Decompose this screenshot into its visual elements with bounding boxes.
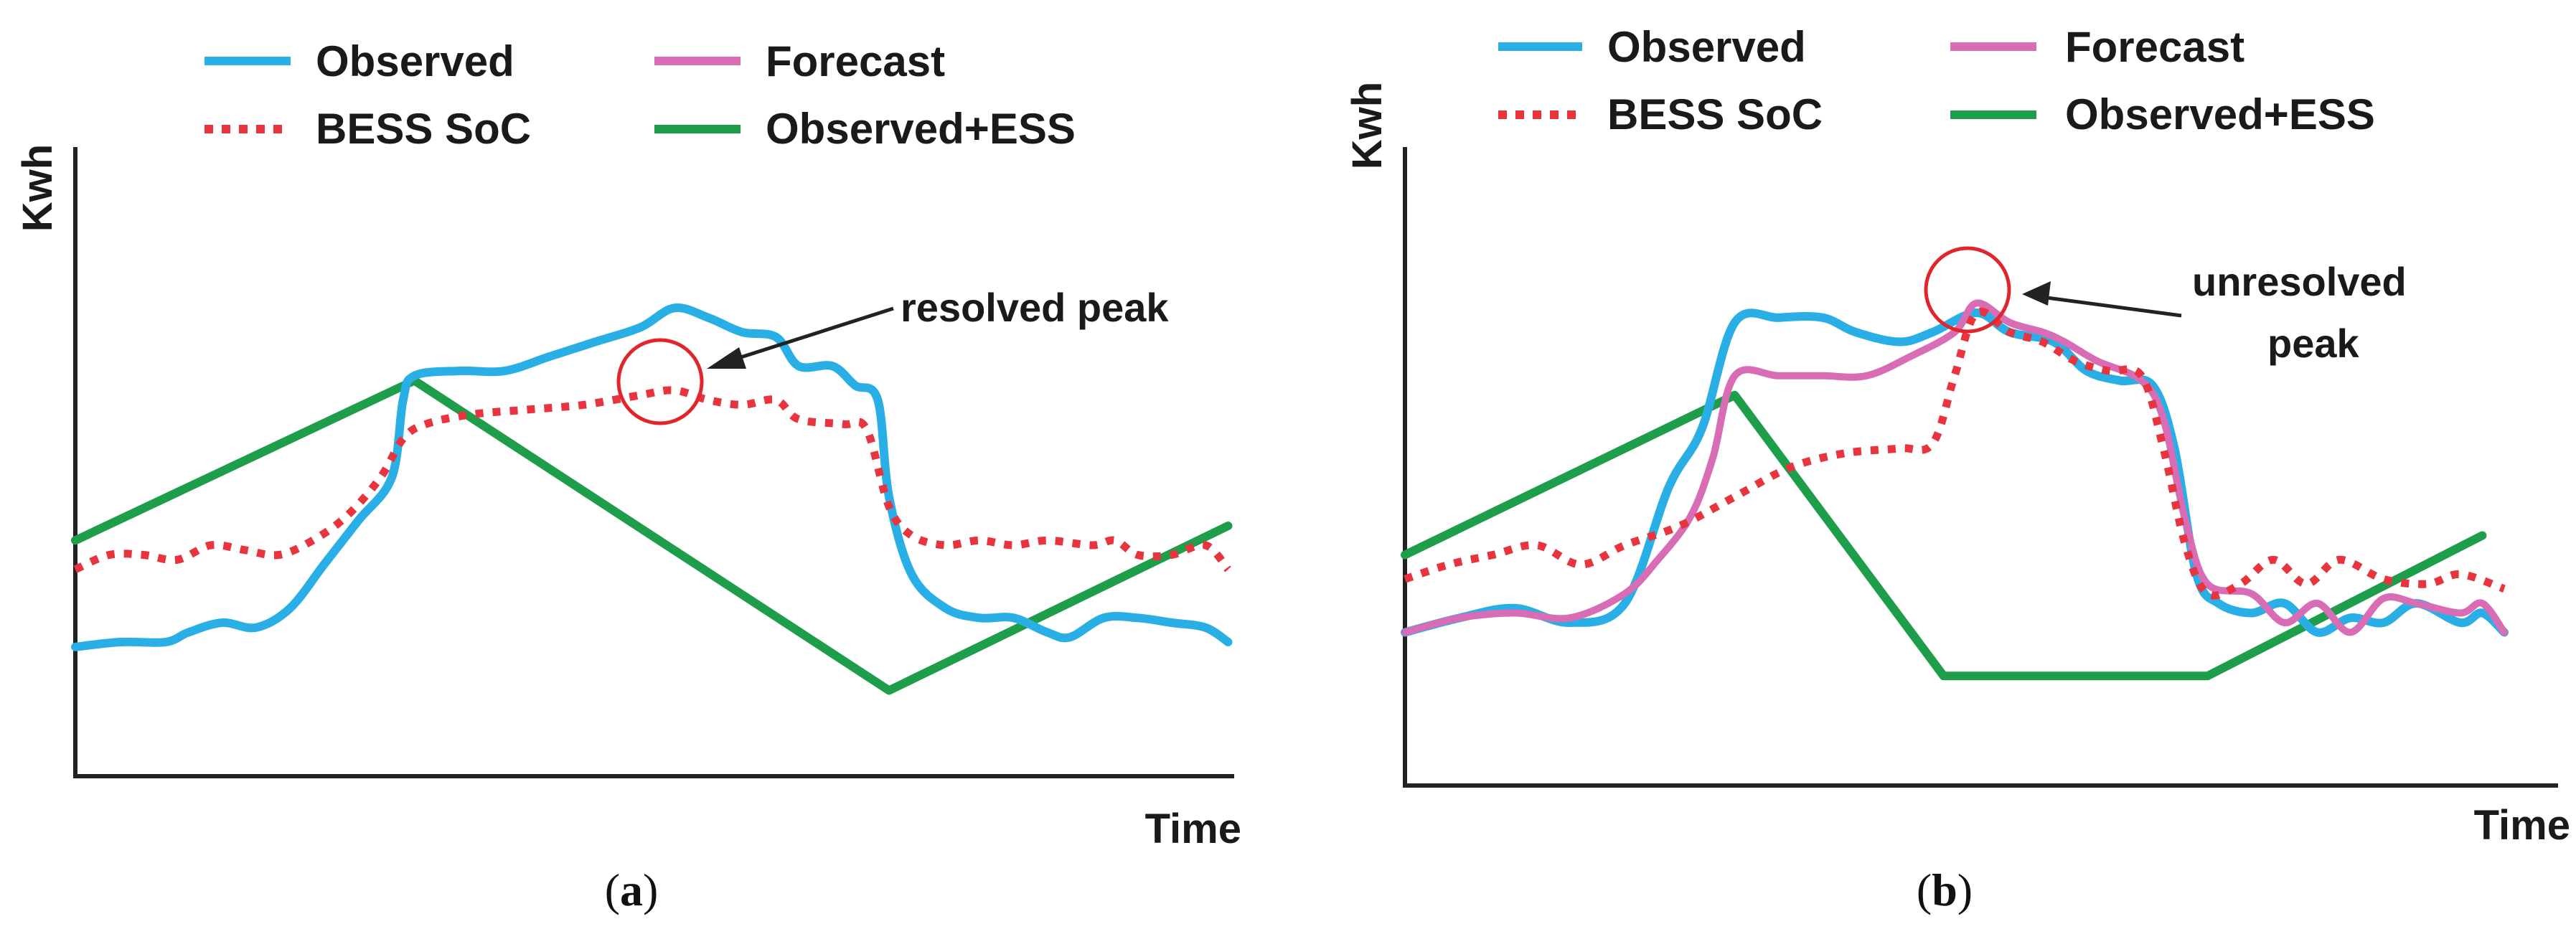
panel-caption-b: (b)	[1917, 864, 1973, 915]
series-forecast	[1401, 299, 2508, 636]
annotation-label-line2: peak	[2267, 321, 2359, 366]
x-axis-label: Time	[2474, 802, 2570, 849]
legend-label-observed-ess: Observed+ESS	[766, 105, 1076, 153]
legend-label-observed: Observed	[1607, 23, 1806, 71]
series-observed	[71, 303, 1233, 651]
legend-label-bess-soc: BESS SoC	[316, 105, 531, 153]
legend: Observed Forecast BESS SoC Observed+ESS	[1498, 23, 2375, 138]
series-bess-soc	[73, 386, 1231, 573]
peak-circle	[1924, 246, 2011, 334]
panel-a: Kwh Time Observed Forecast BESS SoC Obse…	[14, 37, 1241, 915]
legend-label-observed-ess: Observed+ESS	[2065, 90, 2375, 138]
series-bess-soc	[1404, 307, 2506, 600]
annotation-label: resolved peak	[901, 285, 1169, 330]
y-axis-label: Kwh	[1344, 82, 1391, 169]
peak-circle	[616, 338, 704, 425]
legend-label-forecast: Forecast	[766, 37, 945, 85]
panel-caption-a: (a)	[605, 864, 659, 915]
panel-b: Kwh Time Observed Forecast BESS SoC Obse…	[1344, 23, 2570, 915]
series-observed-ess	[1401, 390, 2487, 681]
legend-label-forecast: Forecast	[2065, 23, 2244, 71]
annotation-arrow	[2030, 293, 2182, 318]
legend-label-bess-soc: BESS SoC	[1607, 90, 1823, 138]
annotation-arrowhead	[2022, 281, 2051, 306]
series-observed-ess	[71, 376, 1233, 695]
annotation-label-line1: unresolved	[2192, 259, 2407, 304]
x-axis-label: Time	[1145, 806, 1241, 852]
legend-label-observed: Observed	[316, 37, 514, 85]
legend: Observed Forecast BESS SoC Observed+ESS	[205, 37, 1076, 153]
annotation-arrow	[713, 306, 894, 368]
annotation-arrowhead	[707, 347, 746, 369]
y-axis-label: Kwh	[14, 144, 61, 232]
